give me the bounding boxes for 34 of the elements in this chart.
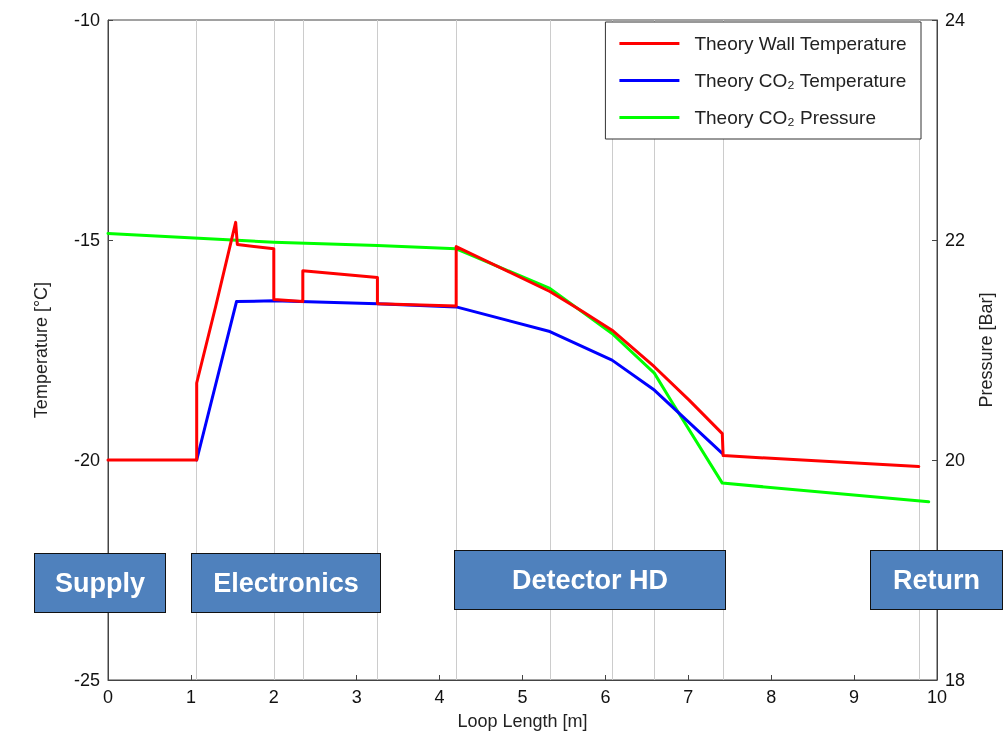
label-box: Return: [870, 550, 1003, 610]
x-tick-label: 9: [849, 687, 860, 707]
y2-tick-label: 22: [945, 230, 966, 250]
label-box: Supply: [34, 553, 166, 613]
annotation: Detector HD: [511, 564, 669, 596]
y-tick-label: -20: [73, 450, 100, 470]
y-tick-label: -10: [73, 10, 100, 30]
y2-tick-label: 20: [945, 450, 966, 470]
x-tick-label: 3: [351, 687, 362, 707]
y-tick-label: -25: [73, 670, 100, 690]
legend-label: Theory CO₂ Pressure: [694, 107, 877, 128]
annotation: Return: [893, 564, 980, 596]
x-tick-label: 1: [185, 687, 196, 707]
x-tick-label: 7: [683, 687, 694, 707]
y-tick-label: -15: [73, 230, 100, 250]
x-tick-label: 0: [102, 687, 114, 707]
x-tick-label: 4: [434, 687, 445, 707]
x-axis-title: Loop Length [m]: [457, 711, 588, 731]
label-box: Detector HD: [454, 550, 726, 610]
legend-label: Theory CO₂ Temperature: [694, 70, 907, 91]
x-tick-label: 6: [600, 687, 611, 707]
label-box: Electronics: [191, 553, 381, 613]
y2-axis-title: Pressure [Bar]: [976, 292, 996, 408]
x-tick-label: 10: [926, 687, 948, 707]
legend-label: Theory Wall Temperature: [694, 33, 907, 54]
x-tick-label: 2: [268, 687, 279, 707]
annotation: Supply: [54, 567, 145, 599]
y2-tick-label: 18: [945, 670, 966, 690]
annotation: Electronics: [213, 567, 359, 599]
x-tick-label: 5: [517, 687, 528, 707]
y-axis-title: Temperature [°C]: [31, 281, 51, 419]
y2-tick-label: 24: [945, 10, 966, 30]
x-tick-label: 8: [766, 687, 777, 707]
line-series: [106, 220, 921, 469]
